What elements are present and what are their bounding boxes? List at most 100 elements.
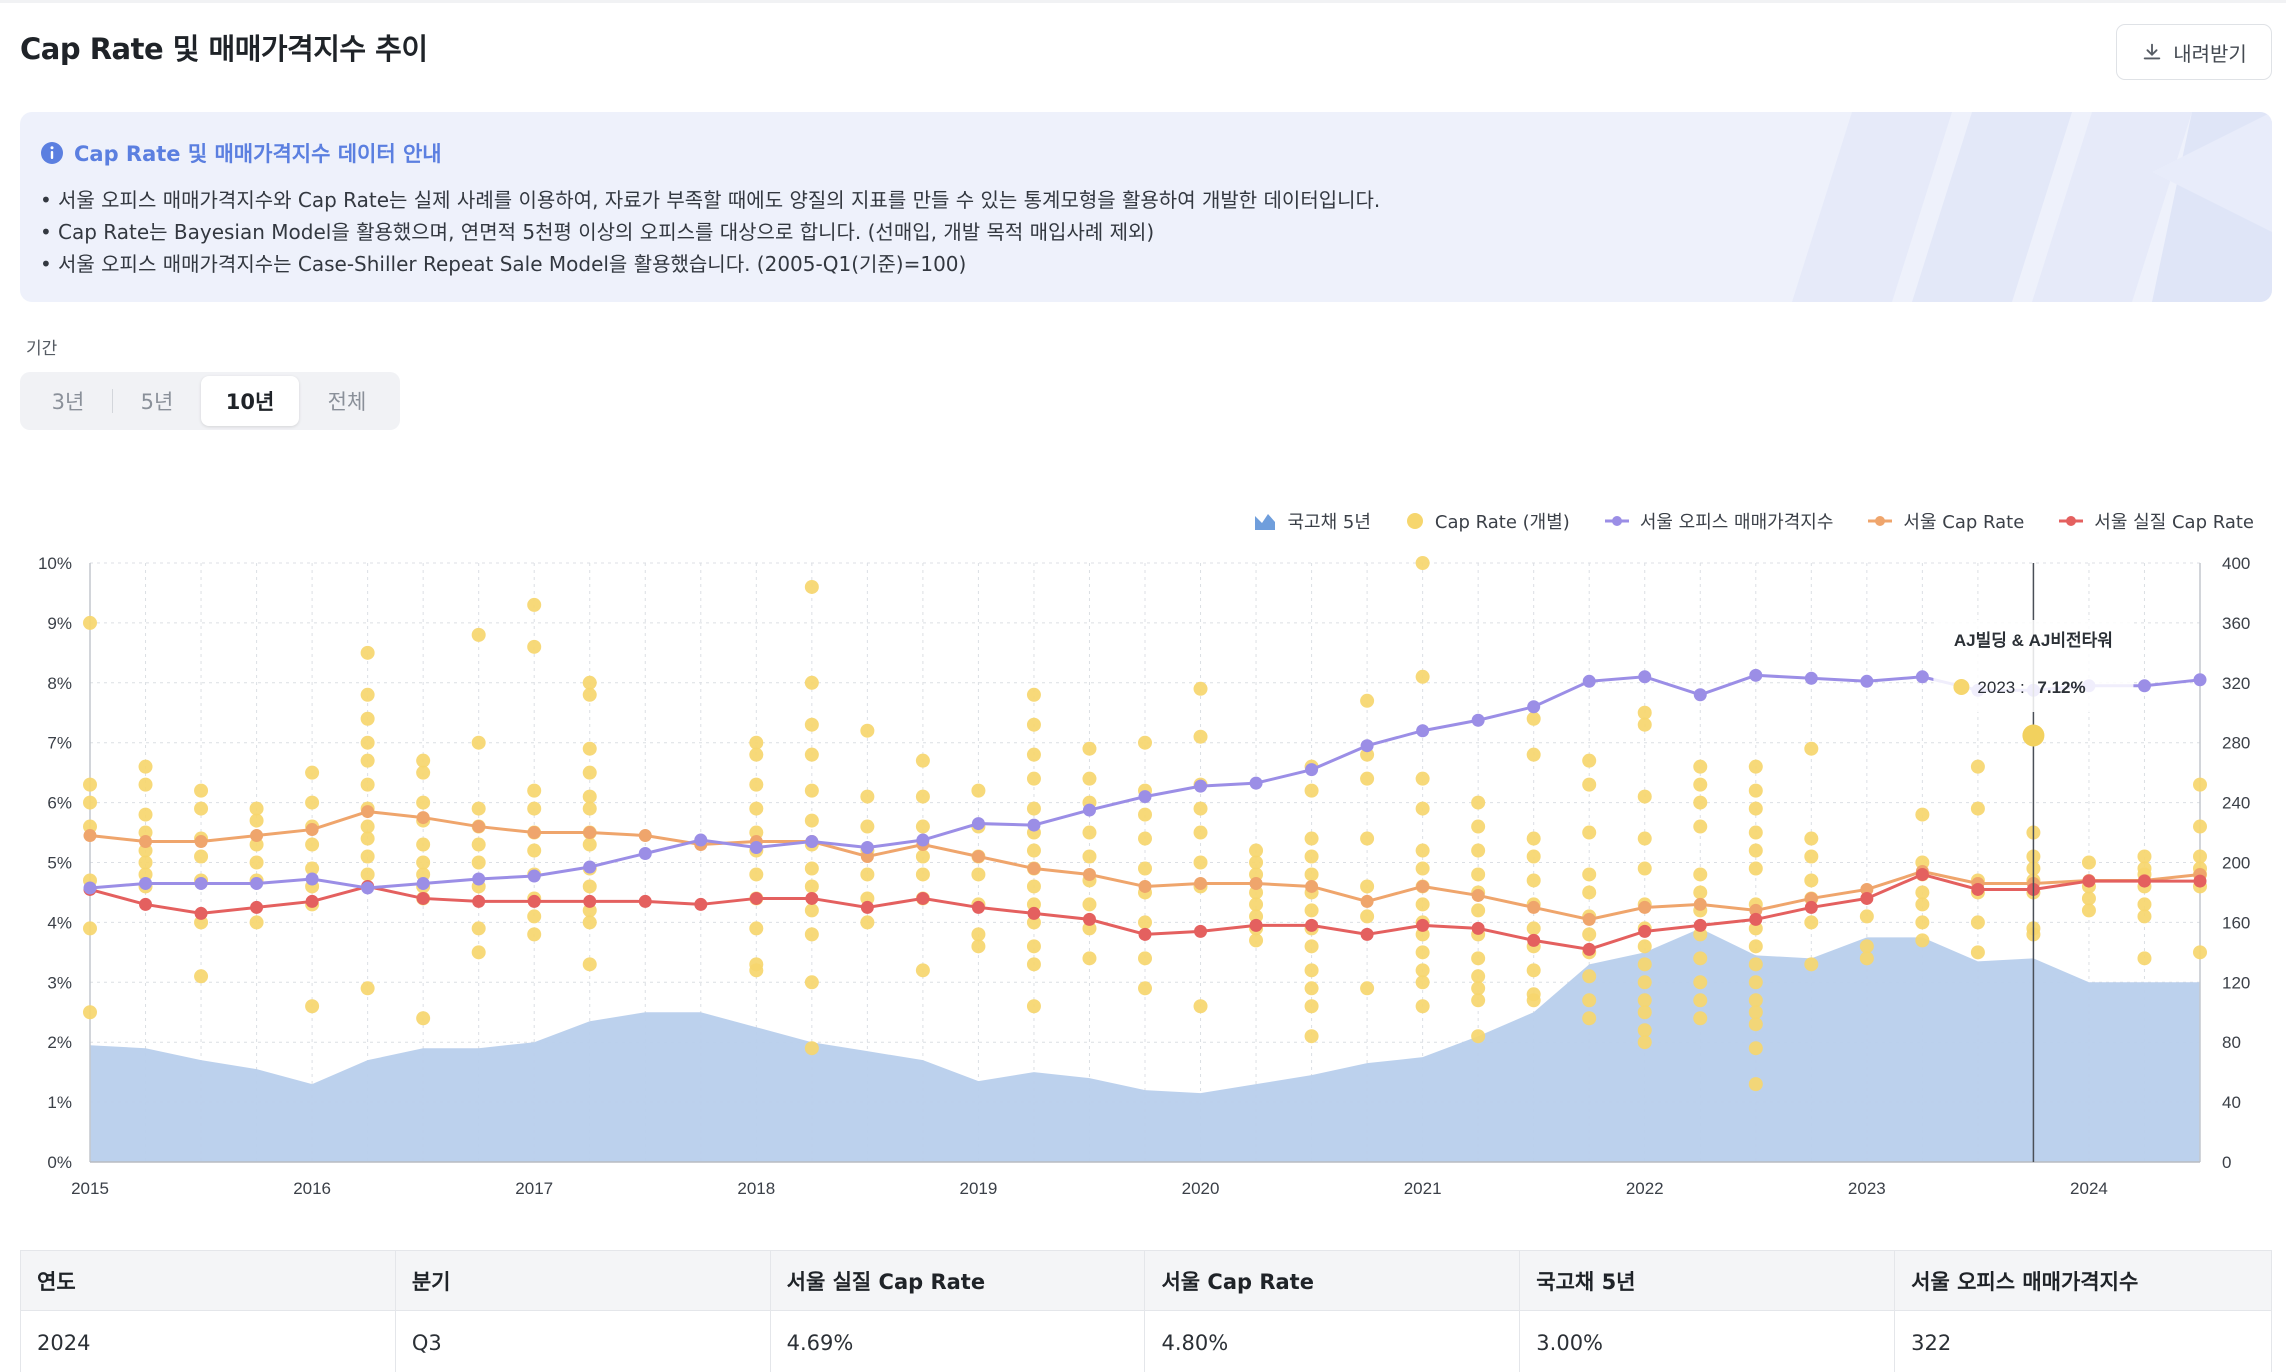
info-icon: [41, 142, 63, 164]
cap-rate-dot: [1026, 957, 1041, 972]
series-seoul-cap-rate-point: [1804, 891, 1818, 905]
cap-rate-dot: [1304, 1029, 1319, 1044]
cap-rate-dot: [249, 837, 264, 852]
cap-rate-dot: [1915, 933, 1930, 948]
series-seoul-cap-rate-point: [971, 850, 985, 864]
cap-rate-dot: [1582, 867, 1597, 882]
cap-rate-dot: [804, 879, 819, 894]
cap-rate-dot: [2137, 849, 2152, 864]
cap-rate-dot: [83, 777, 97, 792]
cap-rate-dot: [1471, 951, 1486, 966]
cap-rate-dot: [1304, 783, 1319, 798]
cap-rate-dot: [582, 915, 597, 930]
cap-rate-dot: [1026, 939, 1041, 954]
series-price-index-point: [361, 881, 375, 895]
period-option-3y[interactable]: 3년: [51, 390, 85, 414]
table-header-row: 연도 분기 서울 실질 Cap Rate 서울 Cap Rate 국고채 5년 …: [20, 1250, 2272, 1311]
y-right-tick-label: 360: [2222, 614, 2250, 633]
cap-rate-dot: [749, 735, 764, 750]
cap-rate-dot: [1415, 861, 1430, 876]
series-price-index-point: [472, 872, 486, 886]
tooltip-value: 7.12%: [2037, 678, 2085, 697]
cap-rate-dot: [1748, 1017, 1763, 1032]
cap-rate-dot: [1415, 999, 1430, 1014]
cap-rate-dot: [1304, 849, 1319, 864]
cap-rate-dot: [1415, 963, 1430, 978]
y-left-tick-label: 2%: [47, 1033, 72, 1052]
line-dot-icon: [1868, 516, 1893, 526]
table-header: 국고채 5년: [1519, 1250, 1896, 1311]
period-option-all[interactable]: 전체: [327, 390, 367, 414]
cap-rate-dot: [860, 867, 875, 882]
cap-rate-dot: [582, 801, 597, 816]
cap-rate-dot: [2081, 891, 2096, 906]
series-seoul-real-cap-rate-point: [638, 894, 652, 908]
download-button[interactable]: 내려받기: [2116, 24, 2272, 80]
cap-rate-dot: [1082, 741, 1097, 756]
series-seoul-real-cap-rate-point: [1638, 924, 1652, 938]
series-seoul-real-cap-rate-point: [1138, 927, 1152, 941]
series-seoul-cap-rate-point: [1638, 900, 1652, 914]
cap-rate-dot: [305, 765, 320, 780]
cap-rate-dot: [860, 891, 875, 906]
series-seoul-cap-rate-point: [1527, 900, 1541, 914]
legend-cap-individual[interactable]: Cap Rate (개별): [1405, 508, 1570, 534]
cap-rate-dot: [1748, 801, 1763, 816]
series-price-index-point: [1305, 763, 1319, 777]
cap-rate-dot: [1026, 771, 1041, 786]
series-seoul-real-cap-rate-point: [472, 894, 486, 908]
cap-rate-dot: [194, 969, 209, 984]
cap-rate-dot: [249, 801, 264, 816]
y-right-tick-label: 80: [2222, 1033, 2241, 1052]
series-seoul-cap-rate-point: [1360, 894, 1374, 908]
series-seoul-real-cap-rate-point: [2082, 874, 2096, 888]
legend-cap-individual-label: Cap Rate (개별): [1434, 512, 1570, 533]
cap-rate-dot: [1637, 861, 1652, 876]
y-right-tick-label: 280: [2222, 734, 2250, 753]
cap-rate-dot: [1415, 556, 1430, 570]
legend-price-index[interactable]: 서울 오피스 매매가격지수: [1604, 508, 1833, 534]
cap-rate-dot: [804, 861, 819, 876]
cap-rate-dot: [1304, 867, 1319, 882]
y-left-tick-label: 10%: [38, 554, 72, 573]
series-seoul-cap-rate-point: [1194, 876, 1208, 890]
cap-rate-dot: [1582, 777, 1597, 792]
series-seoul-cap-rate-point: [83, 829, 97, 843]
cap-rate-dot: [971, 783, 986, 798]
cap-rate-dot: [527, 783, 542, 798]
legend-bond[interactable]: 국고채 5년: [1253, 508, 1371, 534]
legend-seoul-real-cap-label: 서울 실질 Cap Rate: [2094, 512, 2254, 533]
cap-rate-dot: [1637, 993, 1652, 1008]
period-option-10y[interactable]: 10년: [201, 376, 299, 426]
cap-rate-dot: [1637, 939, 1652, 954]
cap-rate-dot: [1026, 801, 1041, 816]
cap-rate-dot: [1748, 1005, 1763, 1020]
cap-rate-dot: [1304, 903, 1319, 918]
cap-rate-dot: [1748, 843, 1763, 858]
cap-rate-dot: [1748, 921, 1763, 936]
x-tick-label: 2016: [293, 1179, 331, 1198]
cap-rate-dot: [915, 819, 930, 834]
cap-rate-dot: [1526, 963, 1541, 978]
period-option-5y[interactable]: 5년: [140, 390, 174, 414]
cap-rate-dot: [2081, 855, 2096, 870]
series-price-index-point: [194, 876, 208, 890]
legend-seoul-cap[interactable]: 서울 Cap Rate: [1867, 508, 2024, 534]
cap-rate-dot: [1415, 897, 1430, 912]
series-seoul-real-cap-rate-point: [250, 900, 264, 914]
legend-seoul-real-cap[interactable]: 서울 실질 Cap Rate: [2058, 508, 2254, 534]
line-dot-icon: [1604, 516, 1629, 526]
cap-rate-dot: [1471, 819, 1486, 834]
table-cell: 4.80%: [1144, 1310, 1521, 1372]
cap-rate-dot: [527, 801, 542, 816]
info-list: 서울 오피스 매매가격지수와 Cap Rate는 실제 사례를 이용하여, 자료…: [40, 184, 1380, 280]
cap-rate-dot: [1693, 759, 1708, 774]
cap-rate-dot: [1582, 753, 1597, 768]
series-seoul-real-cap-rate-point: [1249, 918, 1263, 932]
cap-rate-dot: [1026, 717, 1041, 732]
cap-rate-dot: [83, 1005, 97, 1020]
y-left-tick-label: 1%: [47, 1093, 72, 1112]
cap-rate-dot: [915, 849, 930, 864]
cap-rate-dot: [1693, 1011, 1708, 1026]
series-area-bond: [90, 928, 2200, 1162]
